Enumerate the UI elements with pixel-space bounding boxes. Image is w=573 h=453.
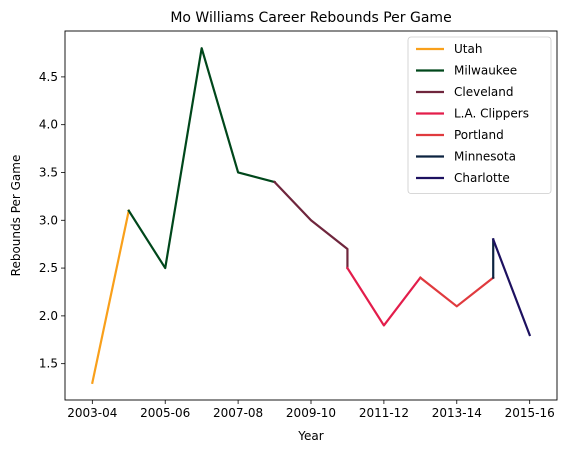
- legend-label-milwaukee: Milwaukee: [454, 64, 517, 78]
- chart-title: Mo Williams Career Rebounds Per Game: [170, 10, 451, 26]
- legend-label-charlotte: Charlotte: [454, 171, 510, 185]
- legend-label-cleveland: Cleveland: [454, 85, 514, 99]
- x-tick-label: 2007-08: [213, 406, 263, 420]
- series-line-utah: [91, 209, 131, 385]
- x-axis-title: Year: [297, 429, 323, 443]
- series-line-charlotte: [491, 237, 532, 337]
- x-tick-label: 2011-12: [359, 406, 409, 420]
- y-tick-label: 3.5: [39, 165, 58, 179]
- y-tick-label: 2.5: [39, 261, 58, 275]
- y-tick-label: 4.5: [39, 70, 58, 84]
- x-tick-label: 2005-06: [140, 406, 190, 420]
- y-tick-label: 1.5: [39, 357, 58, 371]
- x-tick-label: 2009-10: [286, 406, 336, 420]
- legend-label-minnesota: Minnesota: [454, 150, 516, 164]
- x-axis: 2003-04 2005-06 2007-08 2009-10 2011-12 2013-…: [67, 400, 555, 420]
- legend: Utah Milwaukee Cleveland L.A. Clippers Portl…: [407, 36, 552, 194]
- y-tick-label: 4.0: [39, 118, 58, 132]
- x-tick-label: 2003-04: [67, 406, 117, 420]
- y-tick-label: 3.0: [39, 213, 58, 227]
- y-axis: 1.5 2.0 2.5 3.0 3.5 4.0 4.5: [39, 70, 65, 371]
- series-line-milwaukee: [127, 47, 276, 270]
- x-tick-label: 2015-16: [505, 406, 555, 420]
- series-line-l-a-clippers: [345, 266, 422, 327]
- series-line-cleveland: [273, 180, 349, 270]
- y-tick-label: 2.0: [39, 309, 58, 323]
- series-line-portland: [418, 276, 495, 308]
- plot-lines: [91, 47, 532, 385]
- legend-label-portland: Portland: [454, 128, 504, 142]
- y-axis-title: Rebounds Per Game: [9, 155, 23, 277]
- x-tick-label: 2013-14: [432, 406, 482, 420]
- legend-label-utah: Utah: [454, 42, 482, 56]
- legend-label-l-a-clippers: L.A. Clippers: [454, 107, 529, 121]
- legend-box: [407, 36, 552, 194]
